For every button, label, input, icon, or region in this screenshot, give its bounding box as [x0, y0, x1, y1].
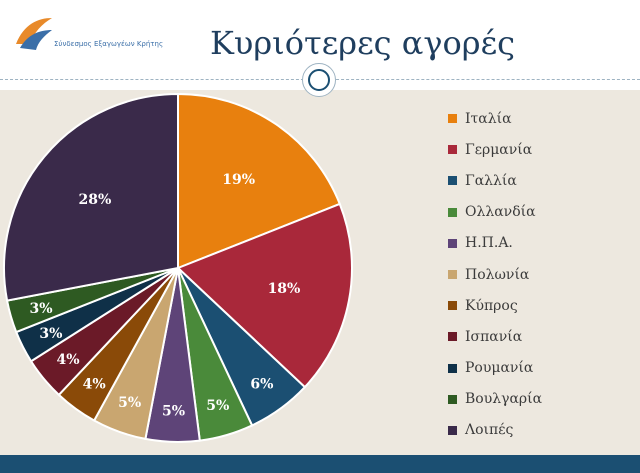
legend-item: Η.Π.Α.	[448, 228, 542, 259]
legend-item: Γερμανία	[448, 134, 542, 165]
legend-label: Κύπρος	[465, 297, 518, 314]
page-title: Κυριότερες αγορές	[210, 24, 516, 62]
legend-label: Ολλανδία	[465, 204, 536, 221]
slice-label: 28%	[78, 192, 111, 208]
pie-slice	[177, 92, 342, 270]
legend-label: Λοιπές	[465, 422, 514, 439]
legend-item: Ρουμανία	[448, 353, 542, 384]
legend-item: Λοιπές	[448, 415, 542, 446]
legend-label: Γαλλία	[465, 172, 517, 189]
logo: Σύνδεσμος Εξαγωγέων Κρήτης	[14, 14, 163, 60]
logo-emblem-icon	[16, 18, 52, 50]
legend-item: Ιταλία	[448, 103, 542, 134]
slice-label: 6%	[250, 376, 273, 392]
circle-ornament-inner	[308, 69, 330, 91]
logo-text: Σύνδεσμος Εξαγωγέων Κρήτης	[54, 40, 164, 48]
legend-item: Πολωνία	[448, 259, 542, 290]
legend-label: Η.Π.Α.	[465, 235, 513, 252]
legend-swatch	[448, 114, 457, 124]
legend-item: Κύπρος	[448, 290, 542, 321]
slice-label: 4%	[57, 352, 80, 368]
legend-label: Ιταλία	[465, 110, 512, 127]
legend-swatch	[448, 238, 457, 248]
legend-label: Βουλγαρία	[465, 391, 543, 408]
slice-label: 19%	[222, 172, 255, 188]
legend-label: Ισπανία	[465, 328, 523, 345]
legend-item: Γαλλία	[448, 165, 542, 196]
slice-label: 3%	[39, 326, 62, 342]
legend-item: Ολλανδία	[448, 197, 542, 228]
legend-label: Πολωνία	[465, 266, 530, 283]
footer-bar	[0, 455, 640, 473]
slice-label: 3%	[29, 301, 52, 317]
slice-label: 5%	[206, 398, 229, 414]
slice-label: 18%	[268, 281, 301, 297]
legend-swatch	[448, 176, 457, 186]
legend-swatch	[448, 207, 457, 217]
legend-swatch	[448, 301, 457, 311]
legend-swatch	[448, 270, 457, 280]
pie-slice	[3, 92, 179, 302]
legend-label: Ρουμανία	[465, 360, 534, 377]
chart-legend: Ιταλία Γερμανία Γαλλία Ολλανδία Η.Π.Α. Πολωνί…	[448, 103, 542, 446]
pie-chart: 19% 18% 6% 5% 5% 5% 4%4% 3% 3% 28%	[3, 92, 353, 443]
legend-swatch	[448, 394, 457, 404]
legend-item: Βουλγαρία	[448, 384, 542, 415]
legend-label: Γερμανία	[465, 141, 533, 158]
pie-slice	[176, 202, 353, 389]
circle-ornament	[302, 63, 336, 97]
legend-swatch	[448, 332, 457, 342]
legend-swatch	[448, 145, 457, 155]
legend-swatch	[448, 363, 457, 373]
slice-label: 5%	[118, 395, 141, 411]
slice-label: 4%	[83, 376, 106, 392]
slice-label: 5%	[162, 404, 185, 420]
legend-swatch	[448, 425, 457, 435]
legend-item: Ισπανία	[448, 321, 542, 352]
